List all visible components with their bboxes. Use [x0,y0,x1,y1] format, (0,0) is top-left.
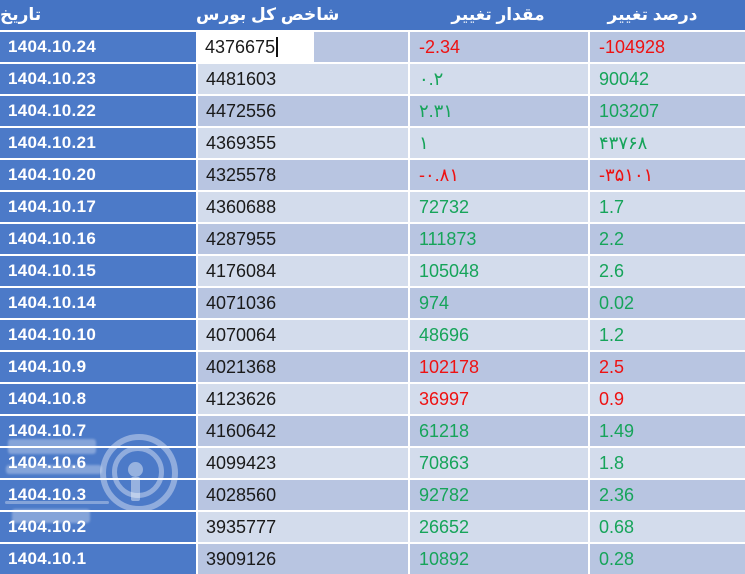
index-cell[interactable]: 4481603 [198,64,408,94]
header-cell-change-amount[interactable]: مقدار تغيير [451,5,545,24]
index-cell[interactable]: 3909126 [198,544,408,574]
date-cell[interactable]: 1404.10.8 [0,384,196,414]
table-row: 1404.10.22 4472556 ۲.۳۱ 103207 [0,96,745,126]
table-row: 1404.10.15 4176084 105048 2.6 [0,256,745,286]
index-cell[interactable]: 4176084 [198,256,408,286]
header-cell-change-percent[interactable]: درصد تغيير [607,5,698,24]
amount-cell[interactable]: 10892 [410,544,588,574]
table-row: 1404.10.6 4099423 70863 1.8 [0,448,745,478]
amount-cell[interactable]: -2.34 [410,32,588,62]
index-cell[interactable]: 4376675 [198,32,408,62]
amount-cell[interactable]: 72732 [410,192,588,222]
table-row: 1404.10.21 4369355 ۱ ۴۳۷۶۸ [0,128,745,158]
date-cell[interactable]: 1404.10.9 [0,352,196,382]
amount-cell[interactable]: 111873 [410,224,588,254]
amount-cell[interactable]: ۰.۲ [410,64,588,94]
index-cell[interactable]: 4472556 [198,96,408,126]
table-row: 1404.10.7 4160642 61218 1.49 [0,416,745,446]
table-row: 1404.10.24 4376675 -2.34 -104928 [0,32,745,62]
index-cell[interactable]: 4028560 [198,480,408,510]
date-cell[interactable]: 1404.10.3 [0,480,196,510]
amount-cell[interactable]: -۰.۸۱ [410,160,588,190]
index-cell[interactable]: 4360688 [198,192,408,222]
date-cell[interactable]: 1404.10.20 [0,160,196,190]
percent-cell[interactable]: 0.68 [590,512,745,542]
amount-cell[interactable]: 61218 [410,416,588,446]
percent-cell[interactable]: -104928 [590,32,745,62]
date-cell[interactable]: 1404.10.16 [0,224,196,254]
amount-cell[interactable]: 102178 [410,352,588,382]
date-cell[interactable]: 1404.10.24 [0,32,196,62]
date-cell[interactable]: 1404.10.21 [0,128,196,158]
date-cell[interactable]: 1404.10.22 [0,96,196,126]
table-body: 1404.10.24 4376675 -2.34 -104928 1404.10… [0,32,745,574]
table-row: 1404.10.23 4481603 ۰.۲ 90042 [0,64,745,94]
index-cell[interactable]: 4099423 [198,448,408,478]
date-cell[interactable]: 1404.10.17 [0,192,196,222]
table-row: 1404.10.14 4071036 974 0.02 [0,288,745,318]
percent-cell[interactable]: 0.02 [590,288,745,318]
amount-cell[interactable]: 974 [410,288,588,318]
table-row: 1404.10.3 4028560 92782 2.36 [0,480,745,510]
percent-cell[interactable]: 103207 [590,96,745,126]
percent-cell[interactable]: 2.6 [590,256,745,286]
amount-cell[interactable]: 70863 [410,448,588,478]
amount-cell[interactable]: ۲.۳۱ [410,96,588,126]
percent-cell[interactable]: 1.7 [590,192,745,222]
index-cell[interactable]: 4369355 [198,128,408,158]
amount-cell[interactable]: 36997 [410,384,588,414]
amount-cell[interactable]: 92782 [410,480,588,510]
date-cell[interactable]: 1404.10.15 [0,256,196,286]
percent-cell[interactable]: 0.28 [590,544,745,574]
date-cell[interactable]: 1404.10.1 [0,544,196,574]
percent-cell[interactable]: 2.2 [590,224,745,254]
index-cell[interactable]: 4160642 [198,416,408,446]
date-cell[interactable]: 1404.10.7 [0,416,196,446]
date-cell[interactable]: 1404.10.2 [0,512,196,542]
percent-cell[interactable]: 1.8 [590,448,745,478]
amount-cell[interactable]: 26652 [410,512,588,542]
amount-cell[interactable]: ۱ [410,128,588,158]
percent-cell[interactable]: -۳۵۱۰۱ [590,160,745,190]
percent-cell[interactable]: 1.49 [590,416,745,446]
table-row: 1404.10.9 4021368 102178 2.5 [0,352,745,382]
percent-cell[interactable]: ۴۳۷۶۸ [590,128,745,158]
index-cell[interactable]: 3935777 [198,512,408,542]
editor-value: 4376675 [205,36,276,57]
header-cell-index[interactable]: شاخص كل بورس [196,5,340,24]
index-cell[interactable]: 4070064 [198,320,408,350]
date-cell[interactable]: 1404.10.6 [0,448,196,478]
percent-cell[interactable]: 90042 [590,64,745,94]
index-cell[interactable]: 4325578 [198,160,408,190]
header-cell-date[interactable]: تاريخ [0,5,42,24]
percent-cell[interactable]: 2.36 [590,480,745,510]
table-row: 1404.10.17 4360688 72732 1.7 [0,192,745,222]
table-row: 1404.10.10 4070064 48696 1.2 [0,320,745,350]
index-cell[interactable]: 4021368 [198,352,408,382]
table-header-row: تاريخ شاخص كل بورس مقدار تغيير درصد تغيي… [0,0,745,30]
index-cell[interactable]: 4123626 [198,384,408,414]
amount-cell[interactable]: 48696 [410,320,588,350]
index-cell[interactable]: 4287955 [198,224,408,254]
percent-cell[interactable]: 1.2 [590,320,745,350]
table-row: 1404.10.8 4123626 36997 0.9 [0,384,745,414]
table-row: 1404.10.2 3935777 26652 0.68 [0,512,745,542]
date-cell[interactable]: 1404.10.14 [0,288,196,318]
amount-cell[interactable]: 105048 [410,256,588,286]
index-cell[interactable]: 4071036 [198,288,408,318]
percent-cell[interactable]: 0.9 [590,384,745,414]
date-cell[interactable]: 1404.10.23 [0,64,196,94]
date-cell[interactable]: 1404.10.10 [0,320,196,350]
table-row: 1404.10.20 4325578 -۰.۸۱ -۳۵۱۰۱ [0,160,745,190]
percent-cell[interactable]: 2.5 [590,352,745,382]
text-caret [276,37,279,57]
cell-editor[interactable]: 4376675 [198,32,314,62]
table-row: 1404.10.16 4287955 111873 2.2 [0,224,745,254]
table-row: 1404.10.1 3909126 10892 0.28 [0,544,745,574]
